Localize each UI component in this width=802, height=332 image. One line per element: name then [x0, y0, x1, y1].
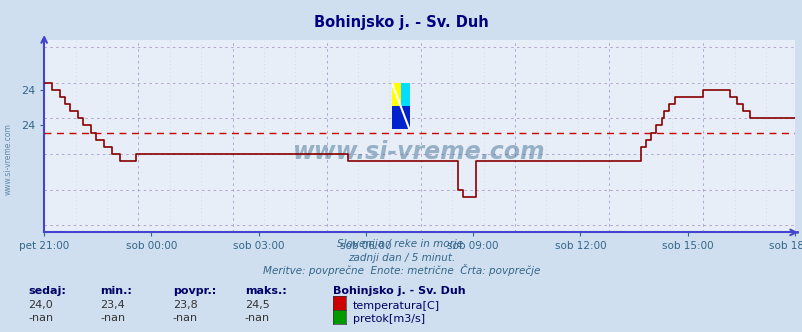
Text: www.si-vreme.com: www.si-vreme.com — [293, 139, 545, 164]
Text: -nan: -nan — [172, 313, 197, 323]
Bar — [400, 83, 409, 106]
Text: 23,8: 23,8 — [172, 300, 197, 310]
Text: Bohinjsko j. - Sv. Duh: Bohinjsko j. - Sv. Duh — [333, 286, 465, 296]
Bar — [391, 83, 400, 106]
Bar — [391, 106, 409, 129]
Text: povpr.:: povpr.: — [172, 286, 216, 296]
Text: zadnji dan / 5 minut.: zadnji dan / 5 minut. — [347, 253, 455, 263]
Text: -nan: -nan — [100, 313, 125, 323]
Text: www.si-vreme.com: www.si-vreme.com — [3, 124, 13, 195]
Text: min.:: min.: — [100, 286, 132, 296]
Text: sedaj:: sedaj: — [28, 286, 66, 296]
Text: Slovenija / reke in morje.: Slovenija / reke in morje. — [336, 239, 466, 249]
Text: temperatura[C]: temperatura[C] — [352, 301, 439, 311]
Text: maks.:: maks.: — [245, 286, 286, 296]
Text: 23,4: 23,4 — [100, 300, 125, 310]
Text: Bohinjsko j. - Sv. Duh: Bohinjsko j. - Sv. Duh — [314, 15, 488, 30]
Text: -nan: -nan — [28, 313, 53, 323]
Text: 24,5: 24,5 — [245, 300, 269, 310]
Text: -nan: -nan — [245, 313, 269, 323]
Text: Meritve: povprečne  Enote: metrične  Črta: povprečje: Meritve: povprečne Enote: metrične Črta:… — [262, 264, 540, 276]
Text: pretok[m3/s]: pretok[m3/s] — [352, 314, 424, 324]
Text: 24,0: 24,0 — [28, 300, 53, 310]
